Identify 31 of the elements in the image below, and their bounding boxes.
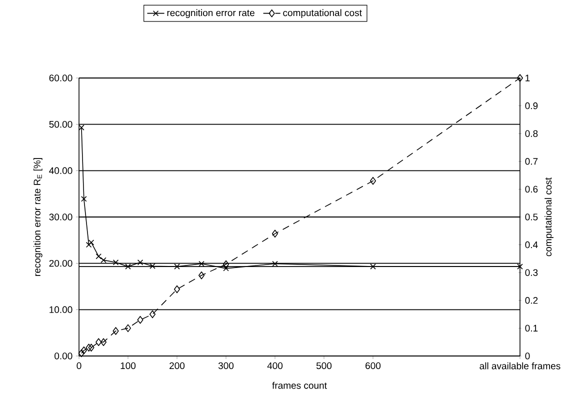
x-axis-title: frames count — [272, 382, 327, 389]
y2-tick-label: 1 — [526, 74, 530, 82]
y-tick-label: 60.00 — [49, 74, 72, 82]
y-tick-label: 20.00 — [49, 260, 72, 267]
y2-tick-label: 0.1 — [525, 324, 538, 332]
y-tick-label: 10.00 — [50, 306, 72, 314]
y2-tick-label: 0 — [525, 352, 530, 360]
x-tick-label: 400 — [267, 362, 283, 370]
x-tick-label: all available frames — [480, 362, 560, 370]
y-tick-label: 50.00 — [49, 120, 72, 128]
legend-label: recognition error rate — [167, 9, 254, 18]
y2-tick-label: 0.7 — [525, 158, 538, 165]
y-tick-label: 40.00 — [49, 167, 72, 174]
y-axis-title: recognition error rate R$_{E}$ [%] — [33, 158, 42, 276]
y2-tick-label: 0.9 — [525, 102, 538, 110]
y2-tick-label: 0.3 — [525, 269, 538, 276]
y2-tick-label: 0.4 — [525, 241, 538, 248]
x-tick-label: 600 — [366, 362, 381, 370]
x-tick-label: 500 — [316, 362, 332, 370]
x-tick-label: 200 — [170, 362, 185, 370]
x-tick-label: 0 — [76, 362, 82, 370]
y-tick-label: 30.00 — [49, 214, 72, 220]
y2-tick-label: 0.6 — [525, 186, 538, 193]
legend-label: computational cost — [283, 9, 362, 18]
y2-tick-label: 0.5 — [525, 214, 538, 220]
y-tick-label: 0.00 — [54, 352, 72, 360]
x-tick-label: 300 — [218, 362, 234, 370]
x-tick-label: 100 — [120, 362, 136, 370]
y2-tick-label: 0.2 — [525, 297, 538, 304]
y2-tick-label: 0.8 — [525, 130, 538, 137]
y2-axis-title: computational cost — [544, 177, 554, 256]
